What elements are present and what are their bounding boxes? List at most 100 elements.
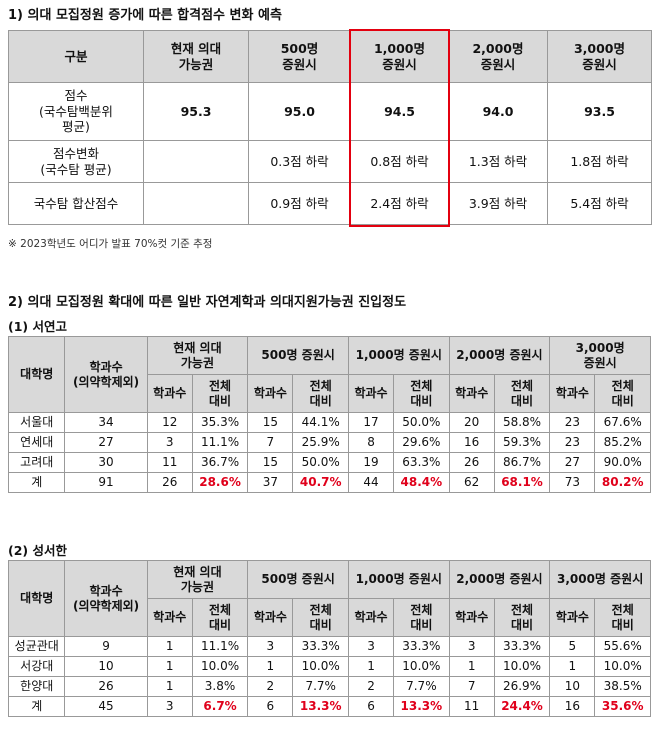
section2-title: 2) 의대 모집정원 확대에 따른 일반 자연계학과 의대지원가능권 진입정도 [8, 295, 407, 310]
sub-header-ratio: 전체 대비 [493, 598, 551, 637]
group-header: 1,000명 증원시 [347, 336, 450, 375]
header-university: 대학명 [7, 336, 66, 413]
sub-header-count: 학과수 [247, 598, 294, 637]
sub-header-ratio: 전체 대비 [292, 374, 349, 413]
table-row: 한양대 26 1 3.8% 2 7.7% 2 7.7% 7 26.9% 10 38.5% [7, 676, 651, 697]
group-header: 현재 의대 가능권 [146, 336, 249, 375]
ratio-cell: 11.1% [191, 432, 249, 453]
table-cell: 95.3 [143, 82, 249, 141]
ratio-cell: 55.6% [594, 636, 651, 657]
ratio-cell: 13.3% [393, 696, 450, 717]
sub-header-count: 학과수 [448, 374, 495, 413]
score-header-2000: 2,000명 증원시 [448, 30, 548, 83]
count-cell: 2 [247, 676, 294, 697]
highlight-1000-column [349, 29, 450, 227]
count-cell: 16 [549, 696, 596, 717]
univ-name: 연세대 [7, 432, 66, 453]
table-row: 성균관대 9 1 11.1% 3 33.3% 3 33.3% 3 33.3% 5 55.6% [7, 636, 651, 657]
table-cell: 0.3점 하락 [248, 140, 351, 183]
univ-name: 계 [7, 696, 66, 717]
dept-total: 9 [64, 636, 148, 657]
count-cell: 6 [347, 696, 395, 717]
sub-header-row: 학과수 전체 대비 학과수 전체 대비 학과수 전체 대비 학과수 전체 대비 학과수 전체 대비 [9, 598, 651, 637]
table-cell: 1.3점 하락 [448, 140, 548, 183]
score-header-1000: 1,000명 증원시 [350, 30, 449, 83]
seoseohan-table: 대학명 학과수 (의약학제외) 현재 의대 가능권 500명 증원시 1,000명 증원시 2… [7, 560, 651, 717]
row-label-score: 점수 (국수탐백분위 평균) [8, 82, 144, 141]
count-cell: 1 [448, 656, 495, 677]
ratio-cell: 44.1% [292, 412, 349, 433]
group-header: 1,000명 증원시 [347, 560, 450, 599]
count-cell: 10 [549, 676, 596, 697]
sum-score-row: 국수탐 합산점수 0.9점 하락 2.4점 하락 3.9점 하락 5.4점 하락 [8, 182, 652, 225]
ratio-cell: 25.9% [292, 432, 349, 453]
source-note: ※ 2023학년도 어디가 발표 70%컷 기준 추정 [8, 238, 213, 250]
count-cell: 1 [247, 656, 294, 677]
count-cell: 26 [146, 472, 193, 493]
sub-header-ratio: 전체 대비 [191, 598, 249, 637]
total-row: 계 45 3 6.7% 6 13.3% 6 13.3% 11 24.4% 16 35.6% [7, 696, 651, 717]
sub-header-row: 학과수 전체 대비 학과수 전체 대비 학과수 전체 대비 학과수 전체 대비 학과수 전체 대비 [9, 374, 651, 413]
ratio-cell: 24.4% [493, 696, 551, 717]
ratio-cell: 85.2% [594, 432, 651, 453]
table-cell [143, 182, 249, 225]
ratio-cell: 6.7% [191, 696, 249, 717]
table-row: 서울대 34 12 35.3% 15 44.1% 17 50.0% 20 58.8% 23 67.6% [7, 412, 651, 433]
ratio-cell: 13.3% [292, 696, 349, 717]
sub-header-count: 학과수 [347, 374, 395, 413]
sub-header-count: 학과수 [549, 374, 596, 413]
count-cell: 3 [247, 636, 294, 657]
ratio-cell: 68.1% [493, 472, 551, 493]
sub-header-ratio: 전체 대비 [292, 598, 349, 637]
count-cell: 1 [347, 656, 395, 677]
table-row: 연세대 27 3 11.1% 7 25.9% 8 29.6% 16 59.3% 23 85.2% [7, 432, 651, 453]
score-header-current: 현재 의대 가능권 [143, 30, 249, 83]
dept-total: 45 [64, 696, 148, 717]
dept-total: 34 [64, 412, 148, 433]
count-cell: 27 [549, 452, 596, 473]
table-a-title: (1) 서연고 [8, 319, 67, 334]
count-cell: 17 [347, 412, 395, 433]
ratio-cell: 33.3% [393, 636, 450, 657]
ratio-cell: 80.2% [594, 472, 651, 493]
sub-header-ratio: 전체 대비 [393, 598, 450, 637]
ratio-cell: 10.0% [594, 656, 651, 677]
row-label-sum-score: 국수탐 합산점수 [8, 182, 144, 225]
ratio-cell: 10.0% [292, 656, 349, 677]
ratio-cell: 33.3% [292, 636, 349, 657]
dept-total: 30 [64, 452, 148, 473]
sub-header-ratio: 전체 대비 [191, 374, 249, 413]
ratio-cell: 50.0% [393, 412, 450, 433]
count-cell: 2 [347, 676, 395, 697]
group-header: 500명 증원시 [247, 336, 349, 375]
score-change-row: 점수변화 (국수탐 평균) 0.3점 하락 0.8점 하락 1.3점 하락 1.8… [8, 140, 652, 183]
sub-header-count: 학과수 [549, 598, 596, 637]
ratio-cell: 48.4% [393, 472, 450, 493]
count-cell: 73 [549, 472, 596, 493]
ratio-cell: 67.6% [594, 412, 651, 433]
sub-header-ratio: 전체 대비 [594, 374, 651, 413]
ratio-cell: 90.0% [594, 452, 651, 473]
score-table-header-row: 구분 현재 의대 가능권 500명 증원시 1,000명 증원시 2,000명 증원시 … [8, 30, 652, 83]
count-cell: 11 [448, 696, 495, 717]
ratio-cell: 10.0% [191, 656, 249, 677]
ratio-cell: 33.3% [493, 636, 551, 657]
section1-title: 1) 의대 모집정원 증가에 따른 합격점수 변화 예측 [8, 8, 282, 23]
group-header: 2,000명 증원시 [448, 560, 551, 599]
count-cell: 11 [146, 452, 193, 473]
ratio-cell: 35.3% [191, 412, 249, 433]
group-header: 2,000명 증원시 [448, 336, 551, 375]
ratio-cell: 38.5% [594, 676, 651, 697]
table-cell [143, 140, 249, 183]
count-cell: 1 [146, 656, 193, 677]
count-cell: 5 [549, 636, 596, 657]
skyline-table: 대학명 학과수 (의약학제외) 현재 의대 가능권 500명 증원시 1,000명 증원시 2… [7, 336, 651, 493]
count-cell: 19 [347, 452, 395, 473]
count-cell: 23 [549, 432, 596, 453]
ratio-cell: 63.3% [393, 452, 450, 473]
sub-header-count: 학과수 [247, 374, 294, 413]
count-cell: 12 [146, 412, 193, 433]
group-header: 500명 증원시 [247, 560, 349, 599]
ratio-cell: 26.9% [493, 676, 551, 697]
count-cell: 1 [146, 676, 193, 697]
